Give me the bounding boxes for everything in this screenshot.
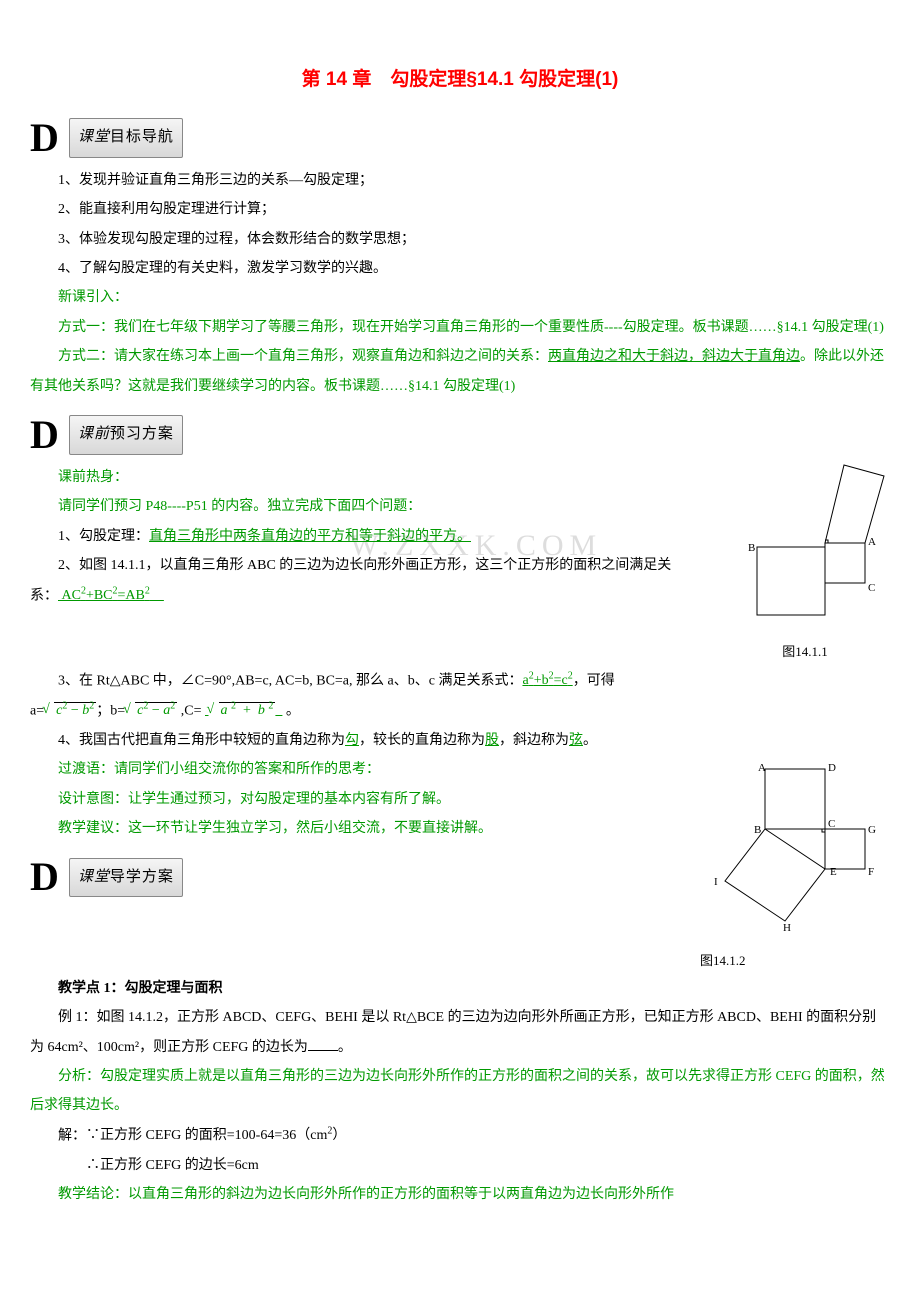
warmup-q3: 3、在 Rt△ABC 中，∠C=90°,AB=c, AC=b, BC=a, 那么… bbox=[30, 666, 890, 696]
q3-sep2: ,C= bbox=[177, 703, 205, 718]
q3-sqrt2: c2 − a2 bbox=[125, 703, 177, 718]
nav-badge: 课堂目标导航 bbox=[69, 118, 183, 158]
q3-post: ，可得 bbox=[573, 673, 615, 688]
solution-line2: ∴正方形 CEFG 的边长=6cm bbox=[30, 1151, 890, 1180]
figure-2-caption: 图14.1.2 bbox=[700, 947, 890, 974]
figure-2: A B C D E F G H I 图14.1.2 bbox=[700, 761, 890, 974]
svg-text:C: C bbox=[828, 818, 835, 830]
svg-text:D: D bbox=[828, 762, 836, 774]
ex1-text: 例 1：如图 14.1.2，正方形 ABCD、CEFG、BEHI 是以 Rt△B… bbox=[30, 1010, 876, 1054]
svg-text:I: I bbox=[714, 876, 718, 888]
intro-m2u: 两直角边之和大于斜边，斜边大于直角边 bbox=[548, 349, 800, 364]
q3-pre: 3、在 Rt△ABC 中，∠C=90°,AB=c, AC=b, BC=a, 那么… bbox=[58, 673, 522, 688]
figure-1-svg: A B C bbox=[720, 463, 890, 623]
objective-4: 4、了解勾股定理的有关史料，激发学习数学的兴趣。 bbox=[30, 254, 890, 283]
q4-mid1: ，较长的直角边称为 bbox=[359, 733, 485, 748]
blank-answer bbox=[308, 1050, 338, 1051]
section-header-preview: D 课前预习方案 bbox=[30, 415, 890, 455]
q3-sqrt1: c2 − b2 bbox=[44, 703, 96, 718]
q4-pre: 4、我国古代把直角三角形中较短的直角边称为 bbox=[58, 733, 345, 748]
q4-mid2: ，斜边称为 bbox=[499, 733, 569, 748]
svg-text:B: B bbox=[754, 824, 761, 836]
d-logo-icon-3: D bbox=[30, 857, 59, 897]
fig1-label-C: C bbox=[868, 582, 875, 594]
sol1-text: ∵正方形 CEFG 的面积=100-64=36（cm2） bbox=[86, 1128, 346, 1143]
warmup-q3-line2: a=c2 − b2；b=c2 − a2 ,C= a 2 + b 2 。 bbox=[30, 696, 890, 726]
analysis: 分析：勾股定理实质上就是以直角三角形的三边为边长向形外所作的正方形的面积之间的关… bbox=[30, 1062, 890, 1121]
section-header-nav: D 课堂目标导航 bbox=[30, 118, 890, 158]
example-1: 例 1：如图 14.1.2，正方形 ABCD、CEFG、BEHI 是以 Rt△B… bbox=[30, 1003, 890, 1062]
preview-badge: 课前预习方案 bbox=[69, 415, 183, 455]
ex1-end: 。 bbox=[338, 1040, 352, 1055]
objective-1: 1、发现并验证直角三角形三边的关系—勾股定理； bbox=[30, 166, 890, 195]
page-title: 第 14 章 勾股定理§14.1 勾股定理(1) bbox=[30, 60, 890, 100]
warmup-q4: 4、我国古代把直角三角形中较短的直角边称为勾，较长的直角边称为股，斜边称为弦。 bbox=[30, 726, 890, 755]
svg-text:F: F bbox=[868, 866, 874, 878]
intro-method2: 方式二：请大家在练习本上画一个直角三角形，观察直角边和斜边之间的关系：两直角边之… bbox=[30, 342, 890, 401]
q4-u1: 勾 bbox=[345, 733, 359, 748]
solution-line1: 解：∵正方形 CEFG 的面积=100-64=36（cm2） bbox=[30, 1121, 890, 1151]
intro-label: 新课引入： bbox=[30, 283, 890, 312]
q3-sep1: ；b= bbox=[96, 703, 125, 718]
figure-2-svg: A B C D E F G H I bbox=[700, 761, 890, 931]
svg-text:H: H bbox=[783, 922, 791, 931]
q3-ans: a2+b2=c2 bbox=[522, 673, 572, 688]
q3-end: 。 bbox=[282, 703, 300, 718]
q4-end: 。 bbox=[583, 733, 597, 748]
q2-ans: AC2+BC2=AB2 bbox=[58, 588, 164, 603]
q4-u2: 股 bbox=[485, 733, 499, 748]
figure-1-caption: 图14.1.1 bbox=[720, 638, 890, 665]
objective-3: 3、体验发现勾股定理的过程，体会数形结合的数学思想； bbox=[30, 225, 890, 254]
q1-pre: 1、勾股定理： bbox=[58, 529, 149, 544]
fig1-label-A: A bbox=[868, 536, 876, 548]
section-header-guide: D 课堂导学方案 bbox=[30, 857, 690, 897]
q4-u3: 弦 bbox=[569, 733, 583, 748]
svg-text:G: G bbox=[868, 824, 876, 836]
svg-text:A: A bbox=[758, 762, 766, 774]
q3-sqrt3: a 2 + b 2 bbox=[205, 703, 282, 718]
q1-ans: 直角三角形中两条直角边的平方和等于斜边的平方。 bbox=[149, 529, 471, 544]
teach-conclusion: 教学结论：以直角三角形的斜边为边长向形外所作的正方形的面积等于以两直角边为边长向… bbox=[30, 1180, 890, 1209]
intro-m2a: 方式二：请大家在练习本上画一个直角三角形，观察直角边和斜边之间的关系： bbox=[58, 349, 548, 364]
svg-text:E: E bbox=[830, 866, 837, 878]
fig1-label-B: B bbox=[748, 542, 755, 554]
objective-2: 2、能直接利用勾股定理进行计算； bbox=[30, 195, 890, 224]
figure-1: A B C 图14.1.1 bbox=[720, 463, 890, 666]
sol-label: 解： bbox=[58, 1128, 86, 1143]
d-logo-icon: D bbox=[30, 118, 59, 158]
guide-badge: 课堂导学方案 bbox=[69, 858, 183, 898]
intro-method1: 方式一：我们在七年级下期学习了等腰三角形，现在开始学习直角三角形的一个重要性质-… bbox=[30, 313, 890, 342]
teach-point1: 教学点 1：勾股定理与面积 bbox=[30, 974, 890, 1003]
d-logo-icon-2: D bbox=[30, 415, 59, 455]
